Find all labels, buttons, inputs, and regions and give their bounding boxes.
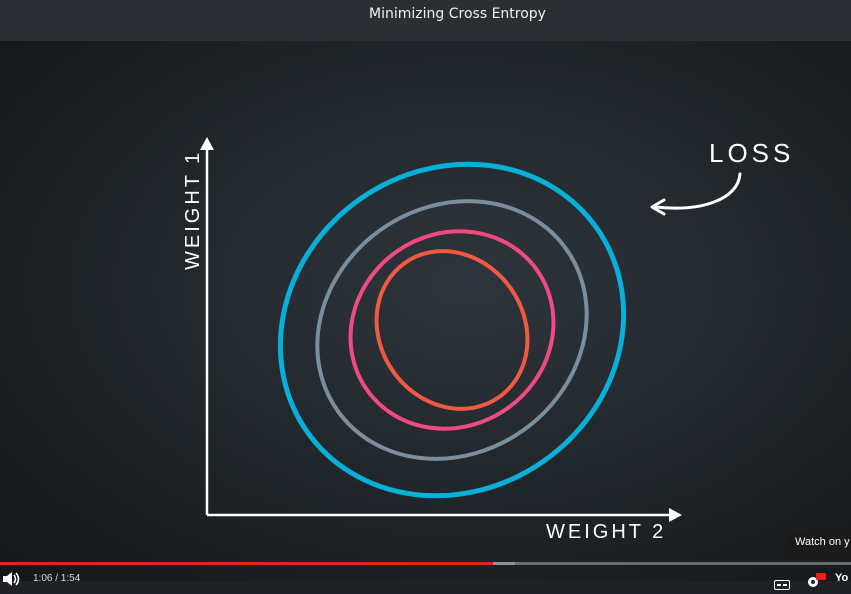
title-bar: Minimizing Cross Entropy — [0, 0, 851, 41]
video-frame[interactable]: WEIGHT 1 WEIGHT 2 LOSS — [0, 41, 851, 581]
video-title[interactable]: Minimizing Cross Entropy — [369, 6, 546, 22]
loss-contour-outer — [277, 161, 627, 499]
settings-hd-icon[interactable] — [806, 572, 826, 591]
watch-on-youtube-button[interactable]: Watch on y — [787, 531, 851, 553]
loss-contour-2 — [315, 199, 589, 461]
youtube-logo[interactable]: Yo — [835, 572, 849, 584]
loss-diagram: WEIGHT 1 WEIGHT 2 LOSS — [182, 137, 794, 543]
loss-contour-3 — [348, 229, 556, 431]
progress-bar[interactable] — [0, 562, 851, 565]
y-axis-arrowhead — [200, 137, 214, 150]
loss-contour-inner — [374, 249, 530, 411]
y-axis-label: WEIGHT 1 — [182, 150, 204, 270]
loss-annotation-arrow — [654, 172, 742, 210]
loss-annotation: LOSS — [709, 138, 794, 168]
x-axis-arrowhead — [669, 508, 682, 522]
captions-icon[interactable] — [774, 575, 790, 594]
time-display: 1:06 / 1:54 — [33, 573, 81, 584]
x-axis-label: WEIGHT 2 — [546, 521, 666, 543]
player-controls: 1:06 / 1:54 Yo — [0, 565, 851, 590]
progress-played — [0, 562, 493, 565]
loss-annotation-arrowhead — [650, 198, 666, 216]
